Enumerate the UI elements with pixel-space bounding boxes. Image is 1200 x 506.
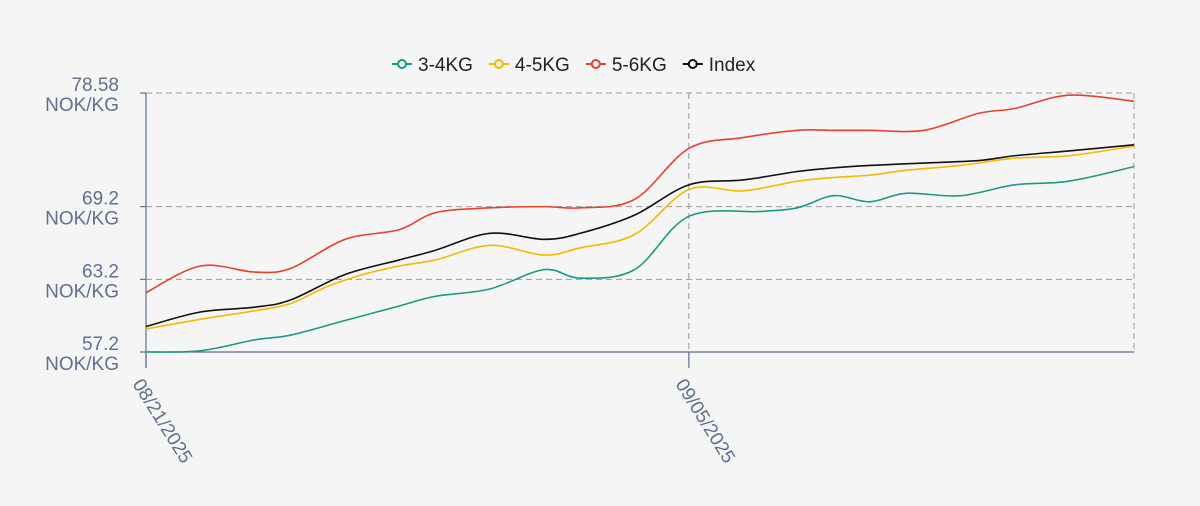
series-line-index [145,144,1135,328]
legend-swatch-marker [687,59,698,69]
legend: 3-4KG 4-5KG 5-6KG Index [392,55,756,76]
y-tick-label: 69.2 [82,189,119,210]
y-tick-label: 78.58 [71,75,119,96]
y-tick-unit: NOK/KG [45,209,119,230]
legend-label: 4-5KG [515,55,570,76]
legend-item-index[interactable]: Index [682,55,756,76]
legend-label: 5-6KG [612,55,667,76]
legend-swatch-marker [493,59,504,69]
legend-label: Index [709,55,756,76]
legend-swatch-marker [397,59,407,69]
series-layer [145,94,1135,353]
legend-item-4-5kg[interactable]: 4-5KG [488,55,570,76]
legend-item-5-6kg[interactable]: 5-6KG [585,55,667,76]
y-tick-unit: NOK/KG [45,354,119,375]
y-tick-label: 63.2 [82,261,119,282]
series-line-5-6kg [145,94,1135,294]
y-tick-label: 57.2 [82,334,119,355]
x-tick-label: 08/21/2025 [128,376,196,468]
series-line-4-5kg [145,145,1135,330]
legend-item-3-4kg[interactable]: 3-4KG [392,55,473,76]
legend-label: 3-4KG [418,55,473,76]
series-line-3-4kg [145,165,1135,353]
y-tick-unit: NOK/KG [45,95,119,116]
axes [140,92,1134,368]
x-tick-label: 09/05/2025 [671,376,739,468]
y-tick-labels: 57.2NOK/KG63.2NOK/KG69.2NOK/KG78.58NOK/K… [45,75,119,375]
x-tick-labels: 08/21/2025 09/05/2025 [128,376,739,468]
y-tick-unit: NOK/KG [45,281,119,302]
grid [146,92,1135,352]
legend-swatch-marker [590,59,601,69]
